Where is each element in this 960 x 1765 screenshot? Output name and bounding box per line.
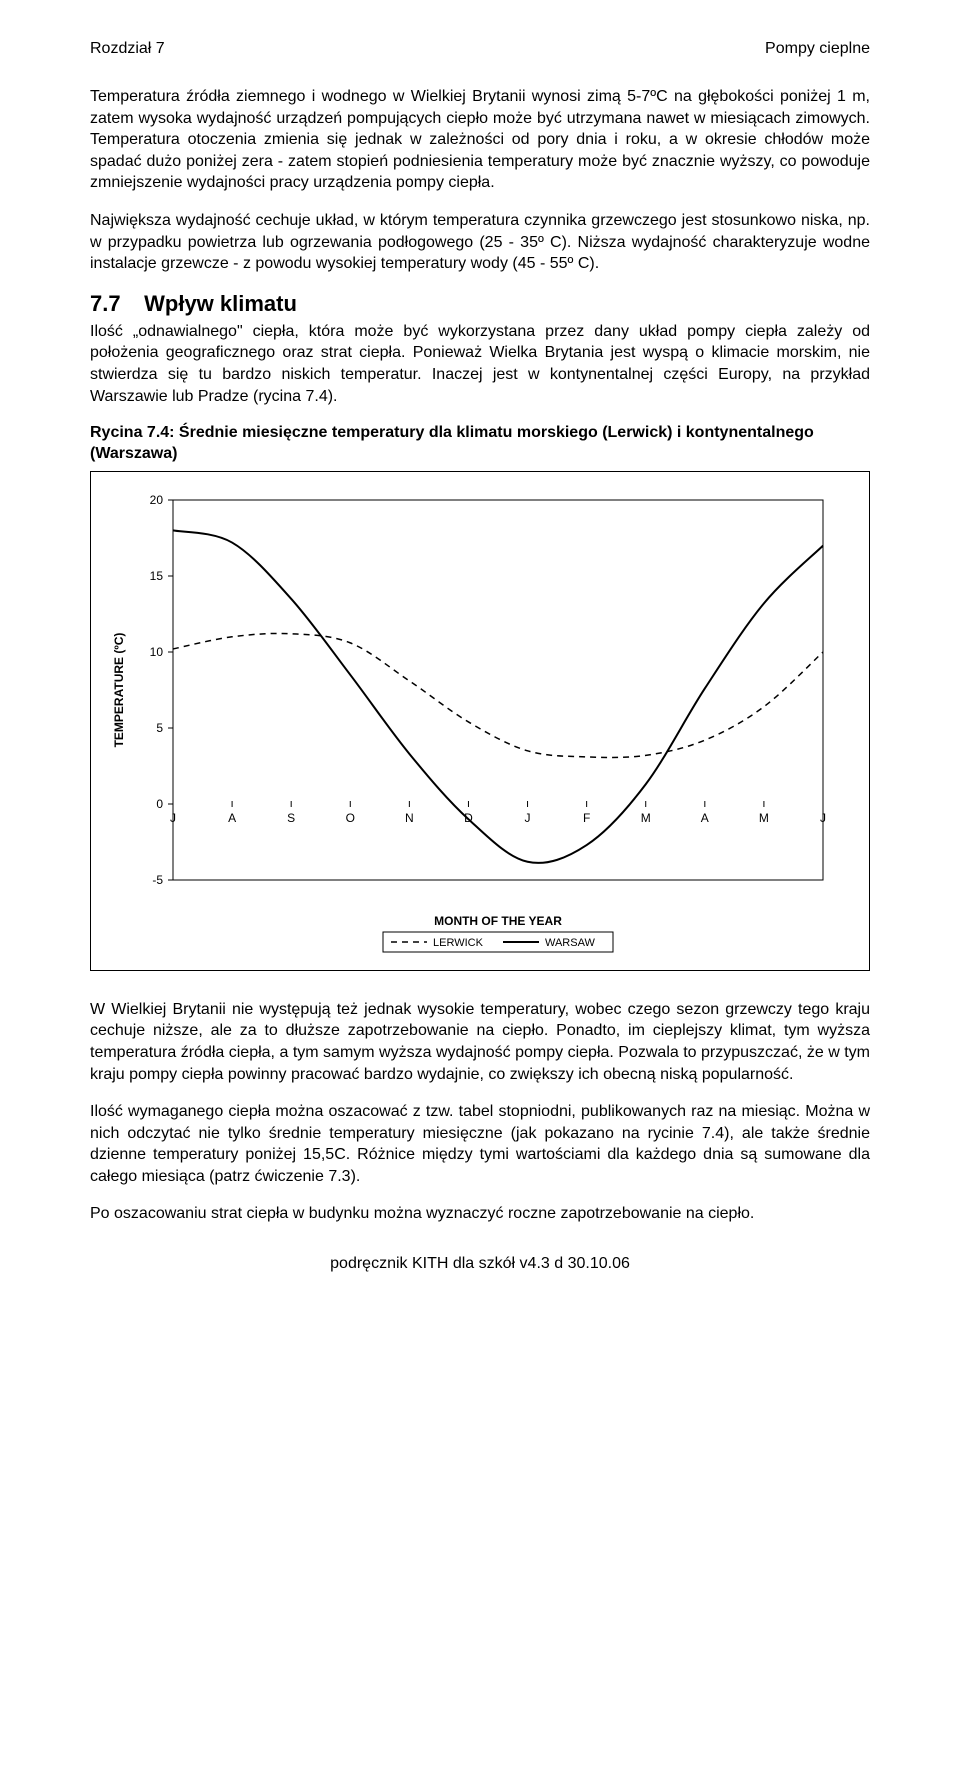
section-number: 7.7 [90, 291, 138, 317]
svg-text:O: O [346, 811, 355, 825]
chart-container: -505101520JASONDJFMAMJTEMPERATURE (ºC)MO… [90, 471, 870, 971]
svg-text:S: S [287, 811, 295, 825]
svg-text:20: 20 [150, 493, 164, 507]
figure-caption: Rycina 7.4: Średnie miesięczne temperatu… [90, 423, 870, 465]
section-title: Wpływ klimatu [144, 291, 297, 316]
svg-text:15: 15 [150, 569, 164, 583]
paragraph-3: Ilość „odnawialnego" ciepła, która może … [90, 321, 870, 407]
paragraph-4: W Wielkiej Brytanii nie występują też je… [90, 999, 870, 1085]
svg-text:A: A [228, 811, 236, 825]
svg-text:LERWICK: LERWICK [433, 937, 484, 949]
temperature-chart: -505101520JASONDJFMAMJTEMPERATURE (ºC)MO… [103, 490, 843, 960]
page-footer: podręcznik KITH dla szkół v4.3 d 30.10.0… [90, 1255, 870, 1273]
svg-text:-5: -5 [152, 873, 163, 887]
svg-text:F: F [583, 811, 590, 825]
paragraph-1: Temperatura źródła ziemnego i wodnego w … [90, 86, 870, 194]
header-left: Rozdział 7 [90, 40, 165, 58]
svg-text:M: M [759, 811, 769, 825]
svg-text:M: M [641, 811, 651, 825]
svg-text:TEMPERATURE (ºC): TEMPERATURE (ºC) [112, 632, 126, 747]
svg-text:10: 10 [150, 645, 164, 659]
svg-text:WARSAW: WARSAW [545, 937, 596, 949]
svg-text:J: J [820, 811, 826, 825]
svg-text:J: J [170, 811, 176, 825]
svg-text:N: N [405, 811, 414, 825]
svg-text:A: A [701, 811, 709, 825]
svg-text:5: 5 [156, 721, 163, 735]
section-heading: 7.7 Wpływ klimatu [90, 291, 870, 317]
paragraph-5: Ilość wymaganego ciepła można oszacować … [90, 1101, 870, 1187]
header-right: Pompy cieplne [765, 40, 870, 58]
svg-text:0: 0 [156, 797, 163, 811]
svg-text:MONTH OF THE YEAR: MONTH OF THE YEAR [434, 914, 562, 928]
paragraph-6: Po oszacowaniu strat ciepła w budynku mo… [90, 1203, 870, 1225]
paragraph-2: Największa wydajność cechuje układ, w kt… [90, 210, 870, 275]
svg-text:J: J [525, 811, 531, 825]
